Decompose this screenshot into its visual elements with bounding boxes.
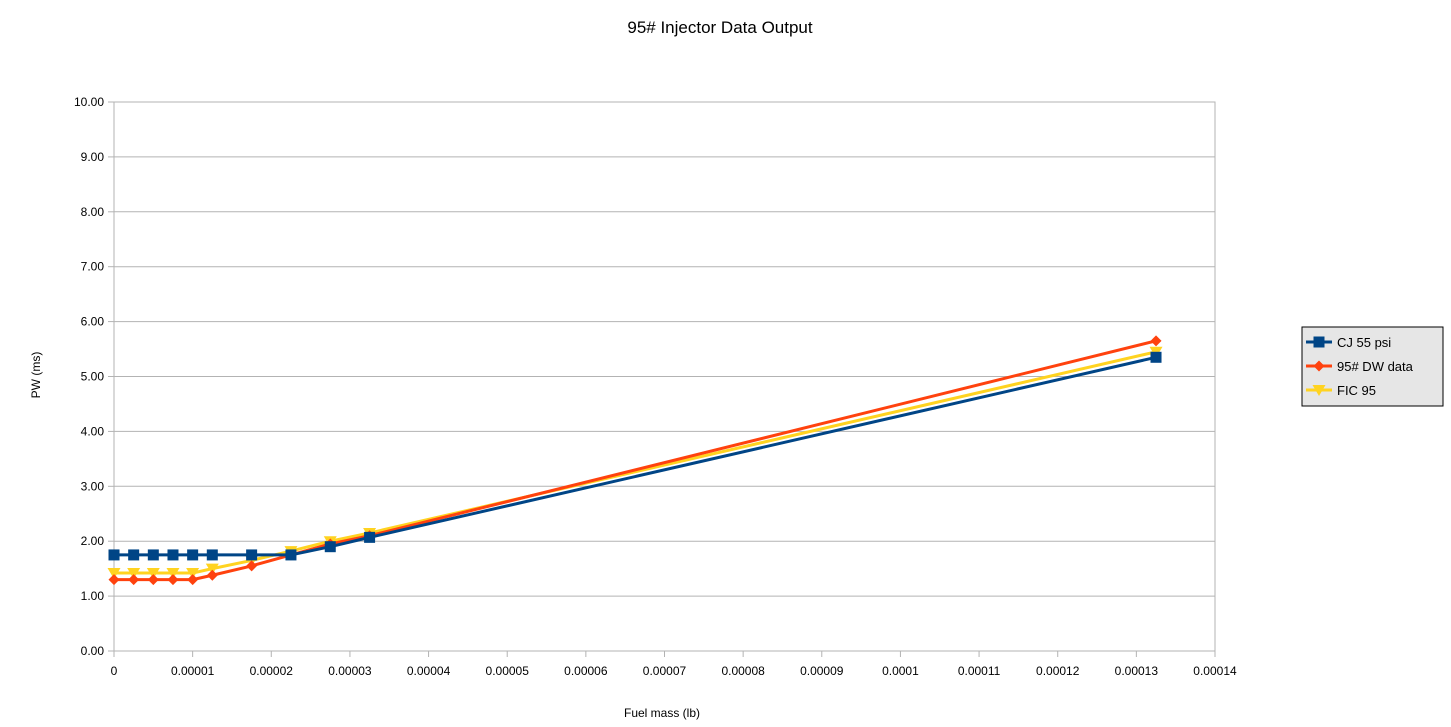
x-tick-label: 0.00006 [564, 664, 608, 678]
legend-marker [1312, 385, 1326, 396]
x-tick-label: 0.00012 [1036, 664, 1080, 678]
data-point [246, 560, 258, 572]
data-point [206, 569, 218, 581]
x-tick-label: 0.00011 [958, 664, 1001, 678]
data-point [246, 549, 258, 561]
x-tick-label: 0.00008 [721, 664, 765, 678]
series-line [114, 350, 1157, 575]
legend-label: CJ 55 psi [1337, 335, 1391, 350]
legend-label: 95# DW data [1337, 359, 1414, 374]
data-point [128, 574, 140, 586]
data-point [166, 568, 180, 580]
x-axis-label: Fuel mass (lb) [624, 706, 700, 720]
data-point [205, 563, 219, 575]
data-point [108, 574, 120, 586]
y-tick-label: 5.00 [81, 370, 105, 384]
data-point [186, 568, 200, 580]
legend-marker [1313, 336, 1325, 348]
x-tick-label: 0 [111, 664, 118, 678]
data-point [167, 574, 179, 586]
y-tick-label: 1.00 [81, 589, 105, 603]
data-point [285, 549, 297, 561]
data-point [128, 549, 140, 561]
data-point [324, 541, 336, 553]
grid [108, 101, 1216, 657]
data-point [127, 568, 141, 580]
data-point [364, 531, 376, 543]
y-tick-label: 10.00 [74, 95, 104, 109]
y-tick-label: 6.00 [81, 315, 105, 329]
y-tick-label: 8.00 [81, 205, 105, 219]
x-tick-label: 0.00005 [486, 664, 530, 678]
y-tick-label: 4.00 [81, 424, 105, 438]
x-tick-label: 0.00003 [328, 664, 372, 678]
x-tick-label: 0.00013 [1115, 664, 1159, 678]
data-point [108, 549, 120, 561]
data-point [206, 549, 218, 561]
legend-item: FIC 95 [1306, 383, 1376, 398]
data-point [167, 549, 179, 561]
y-tick-label: 7.00 [81, 260, 105, 274]
x-tick-label: 0.00007 [643, 664, 687, 678]
data-point [187, 549, 199, 561]
data-point [107, 568, 121, 580]
data-point [147, 574, 159, 586]
data-point [147, 549, 159, 561]
legend-item: 95# DW data [1306, 359, 1414, 374]
legend-item: CJ 55 psi [1306, 335, 1391, 350]
x-tick-label: 0.00004 [407, 664, 451, 678]
data-point [187, 574, 199, 586]
y-axis-label: PW (ms) [29, 352, 43, 399]
plot-area [113, 101, 1216, 652]
y-tick-label: 9.00 [81, 150, 105, 164]
x-tick-label: 0.00014 [1193, 664, 1237, 678]
y-tick-label: 0.00 [81, 644, 105, 658]
x-tick-label: 0.00009 [800, 664, 844, 678]
legend: CJ 55 psi 95# DW data FIC 95 [1301, 326, 1444, 407]
chart-title: 95# Injector Data Output [627, 18, 813, 37]
data-point [146, 568, 160, 580]
series-1 [108, 335, 1162, 586]
series-2 [107, 346, 1163, 580]
tick-labels: 0.00 1.00 2.00 3.00 4.00 5.00 6.00 7.00 8.00 9.00… [74, 95, 1237, 678]
x-tick-label: 0.00002 [250, 664, 294, 678]
legend-label: FIC 95 [1337, 383, 1376, 398]
data-point [1150, 335, 1162, 347]
series [107, 335, 1163, 586]
x-tick-label: 0.0001 [882, 664, 919, 678]
x-tick-label: 0.00001 [171, 664, 215, 678]
y-tick-label: 2.00 [81, 534, 105, 548]
y-tick-label: 3.00 [81, 479, 105, 493]
series-0 [108, 351, 1162, 561]
data-point [1150, 351, 1162, 363]
legend-marker [1313, 360, 1325, 372]
